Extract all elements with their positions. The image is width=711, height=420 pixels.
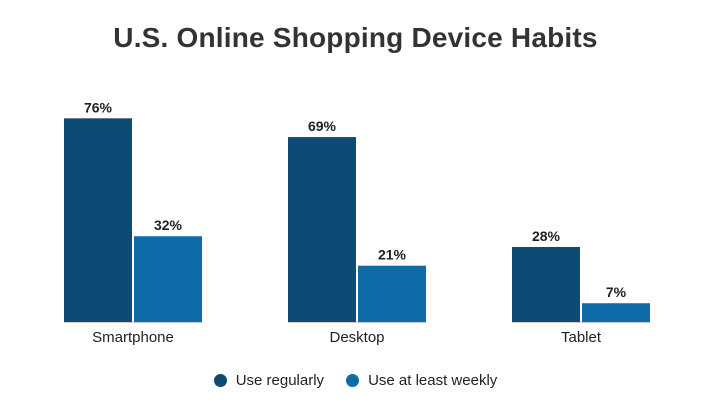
- bars-layer: [64, 118, 650, 322]
- legend: Use regularly Use at least weekly: [0, 372, 711, 389]
- category-label-tablet: Tablet: [561, 329, 602, 346]
- value-label-desktop-use-at-least-weekly: 21%: [378, 247, 407, 263]
- chart-title: U.S. Online Shopping Device Habits: [113, 22, 598, 53]
- value-label-tablet-use-regularly: 28%: [532, 228, 561, 244]
- category-label-desktop: Desktop: [329, 329, 384, 346]
- legend-item-use-regularly[interactable]: Use regularly: [213, 372, 325, 389]
- value-label-tablet-use-at-least-weekly: 7%: [606, 284, 627, 300]
- bar-tablet-use-regularly[interactable]: [512, 246, 580, 322]
- legend-label-use-at-least-weekly: Use at least weekly: [368, 372, 498, 389]
- legend-swatch-use-regularly: [213, 374, 227, 387]
- legend-swatch-use-at-least-weekly: [346, 374, 360, 387]
- bar-smartphone-use-at-least-weekly[interactable]: [134, 236, 202, 322]
- category-label-smartphone: Smartphone: [92, 329, 174, 346]
- bar-desktop-use-regularly[interactable]: [288, 137, 356, 322]
- value-label-smartphone-use-at-least-weekly: 32%: [154, 217, 183, 233]
- bar-desktop-use-at-least-weekly[interactable]: [358, 265, 426, 322]
- legend-item-use-at-least-weekly[interactable]: Use at least weekly: [346, 372, 497, 389]
- value-label-desktop-use-regularly: 69%: [308, 118, 337, 134]
- legend-label-use-regularly: Use regularly: [235, 372, 325, 389]
- value-label-smartphone-use-regularly: 76%: [84, 99, 113, 115]
- axis-layer: Smartphone Desktop Tablet: [64, 322, 650, 346]
- bar-tablet-use-at-least-weekly[interactable]: [582, 303, 650, 322]
- bar-smartphone-use-regularly[interactable]: [64, 118, 132, 322]
- value-labels-layer: 76% 32% 69% 21% 28% 7%: [84, 99, 627, 300]
